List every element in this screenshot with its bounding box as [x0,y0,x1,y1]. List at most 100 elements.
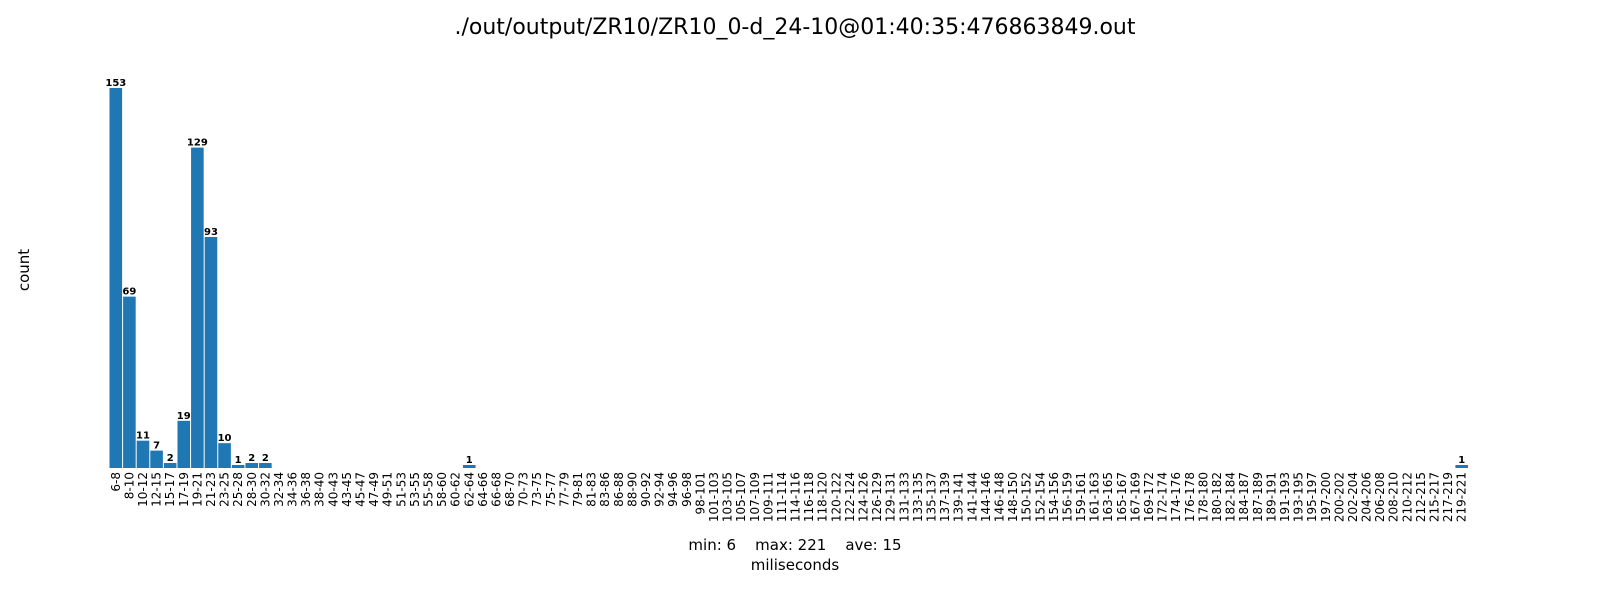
x-tick-34-36: 34-36 [286,472,300,507]
value-label-62-64: 1 [466,455,473,466]
x-tick-8-10: 8-10 [122,472,136,499]
x-tick-137-139: 137-139 [938,472,952,522]
x-tick-197-200: 197-200 [1319,472,1333,522]
bar-6-8 [109,88,123,468]
x-tick-180-182: 180-182 [1210,472,1224,522]
x-tick-101-103: 101-103 [707,472,721,522]
value-label-25-28: 1 [235,455,242,466]
x-tick-75-77: 75-77 [544,472,558,507]
x-axis-stats-label: min: 6 max: 221 ave: 15 [688,536,901,554]
x-tick-51-53: 51-53 [394,472,408,507]
x-tick-118-120: 118-120 [816,472,830,522]
x-tick-176-178: 176-178 [1183,472,1197,522]
x-tick-45-47: 45-47 [354,472,368,507]
x-tick-36-38: 36-38 [299,472,313,507]
x-tick-88-90: 88-90 [625,472,639,507]
x-tick-90-92: 90-92 [639,472,653,507]
x-tick-68-70: 68-70 [503,472,517,507]
x-tick-210-212: 210-212 [1400,472,1414,522]
x-tick-184-187: 184-187 [1237,472,1251,522]
value-label-23-25: 10 [218,433,232,444]
x-tick-167-169: 167-169 [1128,472,1142,522]
x-tick-139-141: 139-141 [952,472,966,522]
x-tick-163-165: 163-165 [1101,472,1115,522]
value-label-10-12: 11 [136,431,150,442]
x-tick-144-146: 144-146 [979,472,993,522]
x-tick-19-21: 19-21 [190,472,204,507]
x-tick-55-58: 55-58 [421,472,435,507]
x-tick-12-15: 12-15 [150,472,164,507]
value-label-21-23: 93 [204,227,218,238]
x-tick-92-94: 92-94 [653,472,667,507]
bars-group [109,88,1468,469]
x-tick-21-23: 21-23 [204,472,218,507]
x-tick-202-204: 202-204 [1346,472,1360,522]
x-tick-187-189: 187-189 [1251,472,1265,522]
x-tick-96-98: 96-98 [680,472,694,507]
x-tick-79-81: 79-81 [571,472,585,507]
x-tick-111-114: 111-114 [775,472,789,522]
x-tick-15-17: 15-17 [163,472,177,507]
x-tick-146-148: 146-148 [992,472,1006,522]
x-tick-81-83: 81-83 [585,472,599,507]
x-tick-131-133: 131-133 [897,472,911,522]
x-tick-62-64: 62-64 [462,472,476,507]
x-tick-70-73: 70-73 [517,472,531,507]
x-tick-32-34: 32-34 [272,472,286,507]
x-axis-label: miliseconds [751,556,840,574]
x-tick-53-55: 53-55 [408,472,422,507]
x-tick-124-126: 124-126 [857,472,871,522]
x-tick-129-131: 129-131 [884,472,898,522]
x-tick-189-191: 189-191 [1264,472,1278,522]
x-tick-122-124: 122-124 [843,472,857,522]
bar-62-64 [462,465,476,468]
x-tick-116-118: 116-118 [802,472,816,522]
x-tick-191-193: 191-193 [1278,472,1292,522]
x-tick-17-19: 17-19 [177,472,191,507]
x-tick-77-79: 77-79 [557,472,571,507]
x-tick-25-28: 25-28 [231,472,245,507]
x-tick-73-75: 73-75 [530,472,544,507]
x-tick-165-167: 165-167 [1115,472,1129,522]
x-tick-labels-group: 6-8 8-10 10-12 12-15 15-17 17-19 19-21 21-23 23-… [109,472,1469,522]
x-tick-182-184: 182-184 [1224,472,1238,522]
x-tick-200-202: 200-202 [1332,472,1346,522]
x-tick-212-215: 212-215 [1414,472,1428,522]
value-label-6-8: 153 [105,78,126,89]
x-tick-86-88: 86-88 [612,472,626,507]
value-label-19-21: 129 [187,138,208,149]
x-tick-120-122: 120-122 [829,472,843,522]
x-tick-38-40: 38-40 [313,472,327,507]
x-tick-58-60: 58-60 [435,472,449,507]
x-tick-103-105: 103-105 [721,472,735,522]
x-tick-64-66: 64-66 [476,472,490,507]
x-tick-47-49: 47-49 [367,472,381,507]
x-tick-208-210: 208-210 [1387,472,1401,522]
x-tick-23-25: 23-25 [218,472,232,507]
bar-15-17 [163,463,177,468]
value-label-30-32: 2 [262,453,269,464]
x-tick-215-217: 215-217 [1428,472,1442,522]
x-tick-98-101: 98-101 [693,472,707,515]
x-tick-148-150: 148-150 [1006,472,1020,522]
value-label-28-30: 2 [248,453,255,464]
bar-28-30 [245,463,259,468]
x-tick-169-172: 169-172 [1142,472,1156,522]
x-tick-43-45: 43-45 [340,472,354,507]
x-tick-141-144: 141-144 [965,472,979,522]
x-tick-40-43: 40-43 [326,472,340,507]
x-tick-206-208: 206-208 [1373,472,1387,522]
x-tick-94-96: 94-96 [666,472,680,507]
x-tick-150-152: 150-152 [1020,472,1034,522]
x-tick-49-51: 49-51 [381,472,395,507]
x-tick-133-135: 133-135 [911,472,925,522]
bar-30-32 [259,463,272,468]
x-tick-60-62: 60-62 [449,472,463,507]
x-tick-193-195: 193-195 [1292,472,1306,522]
x-tick-6-8: 6-8 [109,472,123,492]
x-tick-172-174: 172-174 [1156,472,1170,522]
x-tick-30-32: 30-32 [258,472,272,507]
x-tick-174-176: 174-176 [1169,472,1183,522]
